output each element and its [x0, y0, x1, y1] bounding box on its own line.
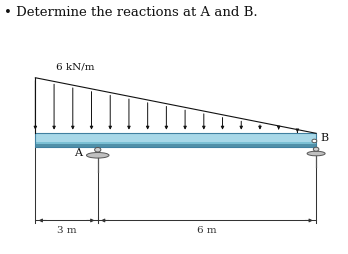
Bar: [35, 142, 316, 144]
Bar: [35, 133, 316, 147]
Text: B: B: [320, 133, 329, 143]
Circle shape: [95, 148, 101, 152]
Bar: [35, 133, 316, 147]
Text: • Determine the reactions at A and B.: • Determine the reactions at A and B.: [4, 6, 258, 19]
Text: 6 kN/m: 6 kN/m: [56, 62, 95, 71]
Text: 6 m: 6 m: [197, 226, 217, 234]
Ellipse shape: [87, 152, 109, 158]
Circle shape: [312, 139, 317, 143]
Circle shape: [313, 147, 319, 151]
Bar: [35, 144, 316, 147]
Ellipse shape: [307, 151, 325, 156]
Text: A: A: [74, 149, 82, 158]
Text: 3 m: 3 m: [57, 226, 76, 234]
